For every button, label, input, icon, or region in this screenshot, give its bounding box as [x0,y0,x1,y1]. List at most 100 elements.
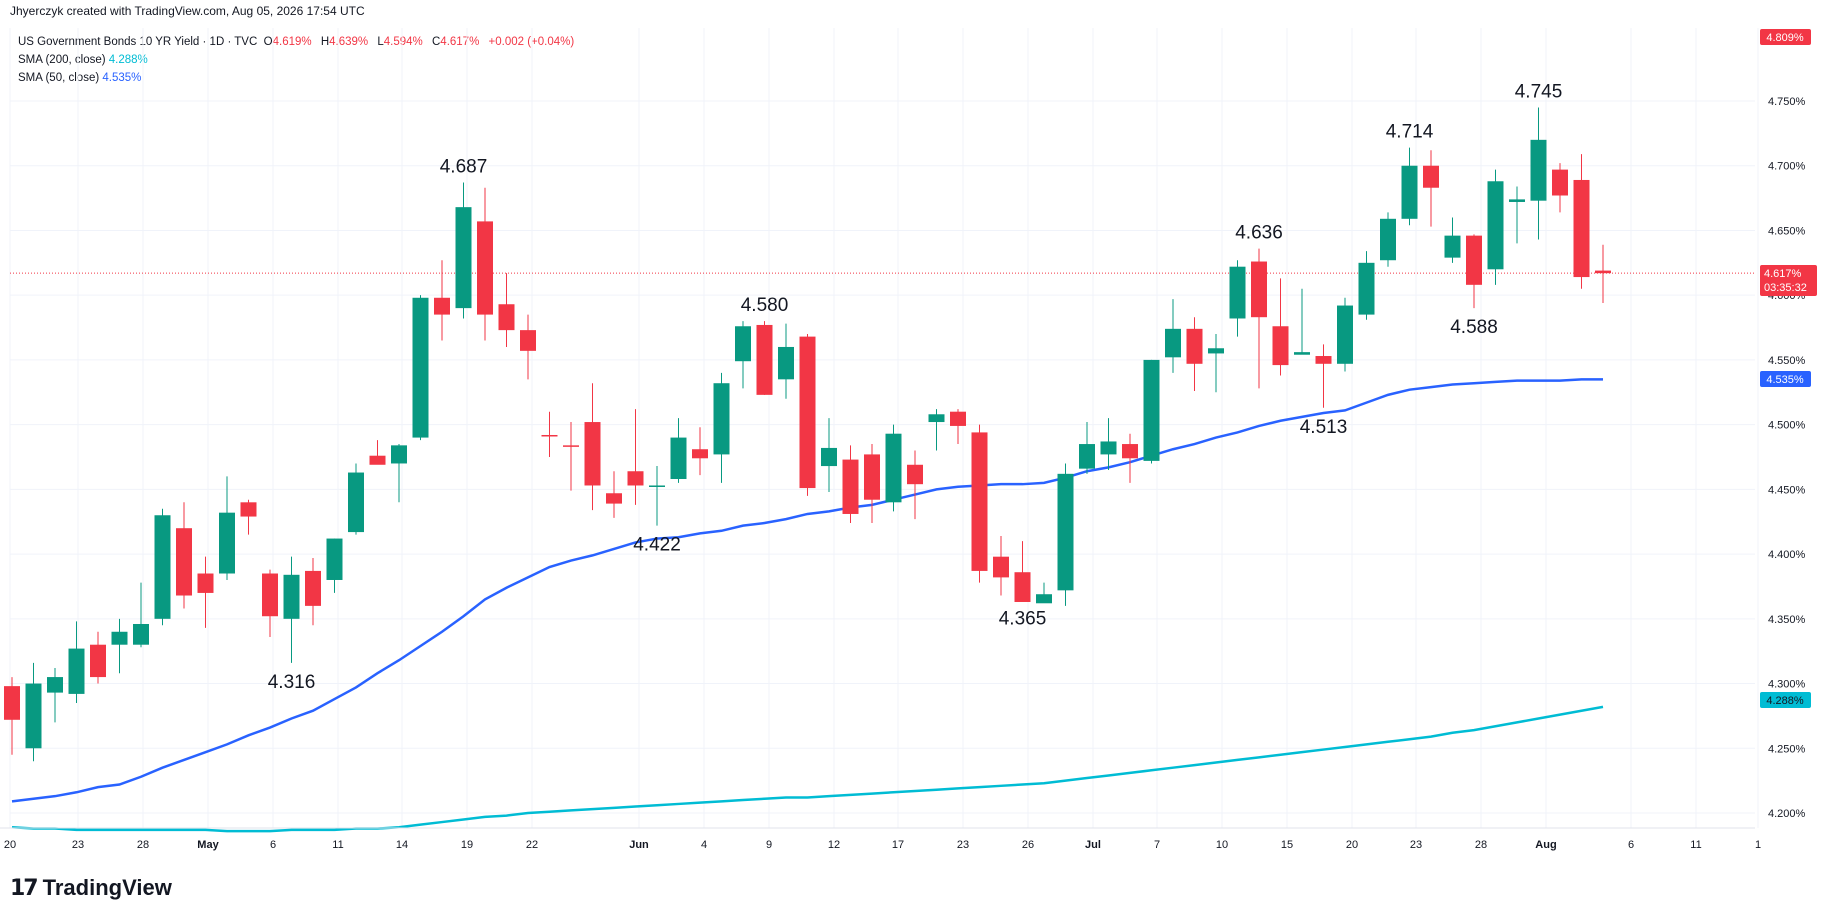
symbol-row[interactable]: US Government Bonds 10 YR Yield · 1D · T… [18,33,580,51]
candle-body [692,449,708,459]
sma200-legend-row[interactable]: SMA (200, close) 4.288% [18,51,580,69]
current-price-tag: 4.617% [1764,268,1802,280]
symbol-name: US Government Bonds 10 YR Yield · 1D · T… [18,36,258,48]
candle [1380,212,1396,267]
candle-body [111,631,128,645]
price-annotation: 4.687 [440,157,488,178]
candle-body [821,447,837,467]
candle [498,273,515,347]
high-value: 4.639% [329,36,369,48]
candle [240,499,257,535]
candle [778,323,794,399]
open-value: 4.619% [272,36,312,48]
candle-body [1165,328,1181,358]
time-tick-label: 22 [526,839,538,851]
candle [1079,422,1095,474]
candle-body [1079,444,1095,469]
price-annotation: 4.316 [268,672,316,693]
price-annotation: 4.745 [1515,81,1563,102]
candle [1552,163,1568,213]
candle [627,409,644,505]
sma50-legend-row[interactable]: SMA (50, close) 4.535% [18,69,580,87]
candle-body [176,528,192,596]
candle-body [47,677,63,693]
chart-attribution: Jhyerczyk created with TradingView.com, … [10,4,365,18]
time-tick-label: 23 [1410,839,1422,851]
candle [1186,317,1203,391]
candle [735,321,751,389]
candle-body [713,383,730,455]
candle-body [1380,218,1396,261]
candle [1466,234,1482,309]
sma50-value: 4.535% [102,72,142,84]
candle [1423,150,1439,227]
candle [520,314,536,380]
candle [1165,299,1181,373]
high-label: H [320,36,330,48]
candle-body [649,485,665,487]
price-tick-label: 4.300% [1768,679,1806,691]
candle [1272,278,1289,376]
candle-body [1014,572,1031,602]
candle-body [756,324,773,395]
price-tick-label: 4.400% [1768,549,1806,561]
candle-body [1036,594,1052,604]
candle [154,508,171,626]
candle [1251,248,1267,389]
price-tick-label: 4.350% [1768,614,1806,626]
sma50-line [11,378,1603,803]
candle-body [1466,235,1482,285]
candle [434,260,450,341]
candle-body [240,502,257,517]
candle-body [4,686,20,720]
candle-body [799,336,816,489]
price-tick-label: 4.200% [1768,808,1806,820]
candle-body [391,445,407,464]
candle-body [907,464,923,485]
candle-body [563,445,579,447]
candle-body [1595,270,1611,274]
price-tick-label: 4.550% [1768,355,1806,367]
candle [176,502,192,609]
candle-body [498,304,515,331]
time-tick-label: Jul [1085,839,1101,851]
candle-body [477,221,493,315]
candle-body [412,297,429,438]
time-tick-label: 20 [4,839,16,851]
time-tick-label: 20 [1346,839,1358,851]
candles-layer [4,107,1611,762]
candle [1401,147,1418,226]
candle-body [993,556,1009,578]
candle [1294,288,1310,355]
time-tick-label: May [197,839,219,851]
candle [262,569,278,637]
tradingview-logo[interactable]: 17 TradingView [10,875,172,901]
candle-body [1143,359,1160,461]
candle-body [1251,261,1267,318]
candle-body [133,623,149,645]
candle-body [1358,262,1375,315]
candle [1014,541,1031,602]
candle [1337,297,1353,372]
candle-body [283,574,300,619]
time-axis[interactable]: 20 23 28 May 6 11 14 19 22 Jun 4 9 12 17 23 26 Jul 7 10 15 2… [0,827,1761,851]
candle-body [971,432,988,571]
candle-body [1487,181,1504,270]
candle [68,621,85,703]
price-axis[interactable]: 4.750% 4.700% 4.650% 4.600% 4.550% 4.500% 4.45… [1768,96,1806,820]
time-tick-label: 28 [137,839,149,851]
time-tick-label: 12 [828,839,840,851]
candle [1100,418,1117,470]
time-tick-label: Aug [1535,839,1556,851]
sma200-line [11,705,1604,833]
candle-body [434,297,450,315]
price-tick-label: 4.750% [1768,96,1806,108]
candle-body [68,648,85,694]
time-tick-label: 11 [332,839,343,851]
price-tick-label: 4.700% [1768,161,1806,173]
candle [756,321,773,395]
price-annotation: 4.422 [633,535,681,556]
candle-body [778,346,794,380]
time-tick-label: Jun [629,839,649,851]
